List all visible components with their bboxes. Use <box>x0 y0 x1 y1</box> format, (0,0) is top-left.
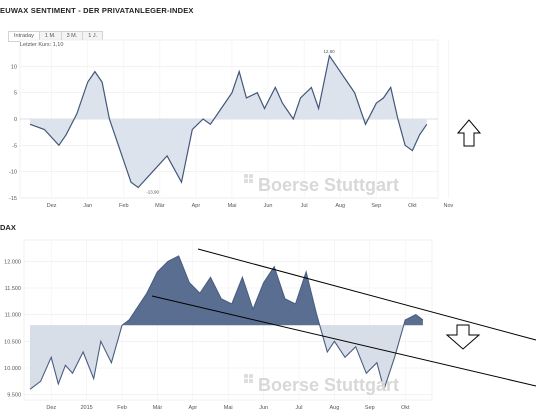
sentiment-ytick: -15 <box>9 196 17 202</box>
sentiment-xtick: Mai <box>228 203 237 209</box>
watermark-1: Boerse Stuttgart <box>244 174 399 195</box>
watermark-2: Boerse Stuttgart <box>244 374 399 395</box>
dax-xtick: Apr <box>189 405 198 411</box>
sentiment-xtick: Nov <box>444 203 454 209</box>
sentiment-xtick: Apr <box>192 203 201 209</box>
dax-xtick: Okt <box>401 405 410 411</box>
sentiment-xtick: Mär <box>155 203 165 209</box>
dax-ytick: 11.500 <box>5 286 21 292</box>
dax-ytick: 12.000 <box>4 259 21 265</box>
sentiment-chart: Letzter Kurs: 1,10 -15 -10 -5 0 5 10 Dez Jan Fe… <box>9 39 454 209</box>
dax-xtick: Mär <box>153 405 163 411</box>
chart-title-sentiment: EUWAX SENTIMENT - DER PRIVATANLEGER-INDE… <box>0 6 194 15</box>
dax-area-above <box>30 256 423 326</box>
sentiment-xtick: Jan <box>83 203 92 209</box>
dax-xtick: Feb <box>117 405 126 411</box>
dax-ytick: 10.500 <box>4 339 21 345</box>
watermark-text-1: Boerse Stuttgart <box>258 175 399 195</box>
dax-xtick: Mai <box>224 405 233 411</box>
dax-xtick: Sep <box>365 405 375 411</box>
dax-ytick: 9.500 <box>7 393 21 399</box>
watermark-text-2: Boerse Stuttgart <box>258 375 399 395</box>
dax-line <box>29 255 424 392</box>
sentiment-xtick: Feb <box>119 203 128 209</box>
sentiment-ytick: -10 <box>9 170 17 176</box>
sentiment-line <box>29 54 428 189</box>
dax-xtick: Jul <box>296 405 303 411</box>
dax-ytick: 10.000 <box>4 366 21 372</box>
trend-channel-lower <box>151 295 537 387</box>
sentiment-xtick: Jun <box>264 203 273 209</box>
dax-xtick: Aug <box>330 405 340 411</box>
sentiment-xtick: Aug <box>335 203 345 209</box>
max-label: 12,80 <box>323 49 335 54</box>
dax-area-below <box>30 325 404 390</box>
sentiment-xtick: Sep <box>371 203 381 209</box>
chart-title-dax: DAX <box>0 223 16 232</box>
last-price-label: Letzter Kurs: 1,10 <box>20 42 63 48</box>
min-label: -13,90 <box>146 189 159 194</box>
dax-xtick: Jun <box>259 405 268 411</box>
sentiment-ytick: 10 <box>11 64 17 70</box>
dax-xtick: Dez <box>46 405 56 411</box>
sentiment-ytick: -5 <box>12 143 17 149</box>
sentiment-ytick: 5 <box>14 91 17 97</box>
sentiment-xtick: Jul <box>301 203 308 209</box>
sentiment-xtick: Okt <box>408 203 417 209</box>
dax-xtick: 2015 <box>81 405 93 411</box>
sentiment-xtick: Dez <box>47 203 57 209</box>
dax-ytick: 11.000 <box>5 313 21 319</box>
sentiment-area <box>30 55 427 188</box>
sentiment-ytick: 0 <box>14 117 17 123</box>
